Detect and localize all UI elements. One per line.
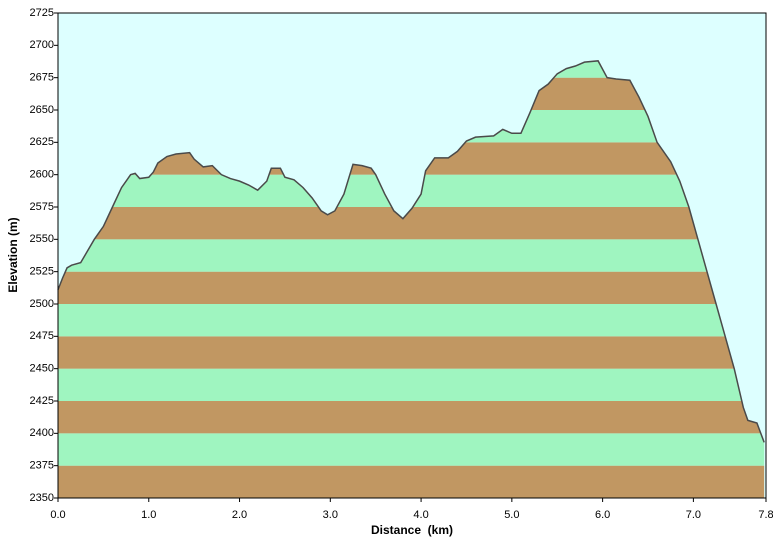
elevation-band bbox=[58, 336, 765, 369]
profile-line bbox=[57, 60, 765, 443]
y-tick-label: 2575 bbox=[30, 201, 54, 213]
x-tick-label: 0.0 bbox=[50, 509, 65, 521]
elevation-band bbox=[58, 207, 765, 240]
elevation-band bbox=[58, 368, 765, 401]
x-tick-label: 1.0 bbox=[141, 509, 156, 521]
y-tick-label: 2375 bbox=[30, 460, 54, 472]
x-tick-label: 5.0 bbox=[504, 509, 519, 521]
elevation-band bbox=[58, 433, 765, 466]
y-tick-label: 2400 bbox=[30, 427, 54, 439]
elevation-band bbox=[58, 239, 765, 272]
x-tick-label: 7.8 bbox=[758, 509, 773, 521]
y-tick-label: 2425 bbox=[30, 395, 54, 407]
x-tick-label: 4.0 bbox=[413, 509, 428, 521]
x-axis-title: Distance (km) bbox=[371, 523, 453, 537]
y-tick-label: 2450 bbox=[30, 363, 54, 375]
x-tick-label: 7.0 bbox=[686, 509, 701, 521]
y-tick-label: 2700 bbox=[30, 39, 54, 51]
y-tick-label: 2650 bbox=[30, 104, 54, 116]
elevation-band bbox=[58, 401, 765, 434]
y-tick-label: 2600 bbox=[30, 169, 54, 181]
y-tick-label: 2675 bbox=[30, 72, 54, 84]
y-tick-label: 2725 bbox=[30, 7, 54, 19]
y-tick-label: 2350 bbox=[30, 492, 54, 504]
y-axis-title: Elevation (m) bbox=[6, 217, 20, 292]
y-tick-label: 2500 bbox=[30, 298, 54, 310]
y-tick-label: 2550 bbox=[30, 233, 54, 245]
elevation-band bbox=[58, 465, 765, 498]
plot-frame bbox=[57, 12, 767, 499]
elevation-band bbox=[58, 271, 765, 304]
elevation-band bbox=[58, 304, 765, 337]
y-tick-label: 2625 bbox=[30, 136, 54, 148]
y-tick-label: 2475 bbox=[30, 330, 54, 342]
y-tick-label: 2525 bbox=[30, 266, 54, 278]
x-tick-label: 2.0 bbox=[232, 509, 247, 521]
x-tick-label: 6.0 bbox=[595, 509, 610, 521]
x-tick-label: 3.0 bbox=[323, 509, 338, 521]
